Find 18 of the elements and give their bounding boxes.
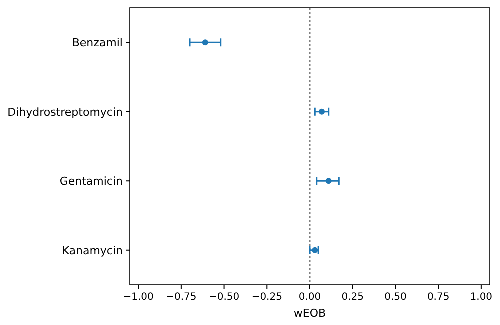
point [326, 178, 332, 184]
point [319, 108, 325, 115]
x-tick-label: −1.00 [123, 292, 154, 303]
x-tick-label: 0.25 [342, 292, 364, 303]
x-tick-label: −0.50 [208, 292, 240, 303]
x-tick-label: −0.25 [252, 292, 282, 303]
y-tick-label: Dihydrostreptomycin [8, 106, 124, 119]
y-tick-label: Gentamicin [60, 175, 124, 188]
x-tick-label: 0.00 [298, 292, 322, 303]
y-tick-label: Kanamycin [62, 244, 124, 258]
y-tick-label: Benzamil [72, 36, 123, 50]
x-tick-label: 1.00 [470, 292, 493, 303]
x-tick-label: 0.75 [427, 292, 450, 303]
x-tick-label: 0.50 [384, 292, 407, 303]
x-axis-title: wEOB [294, 307, 326, 320]
point [312, 247, 318, 254]
x-tick-label: −0.75 [166, 292, 197, 303]
point [202, 40, 208, 46]
